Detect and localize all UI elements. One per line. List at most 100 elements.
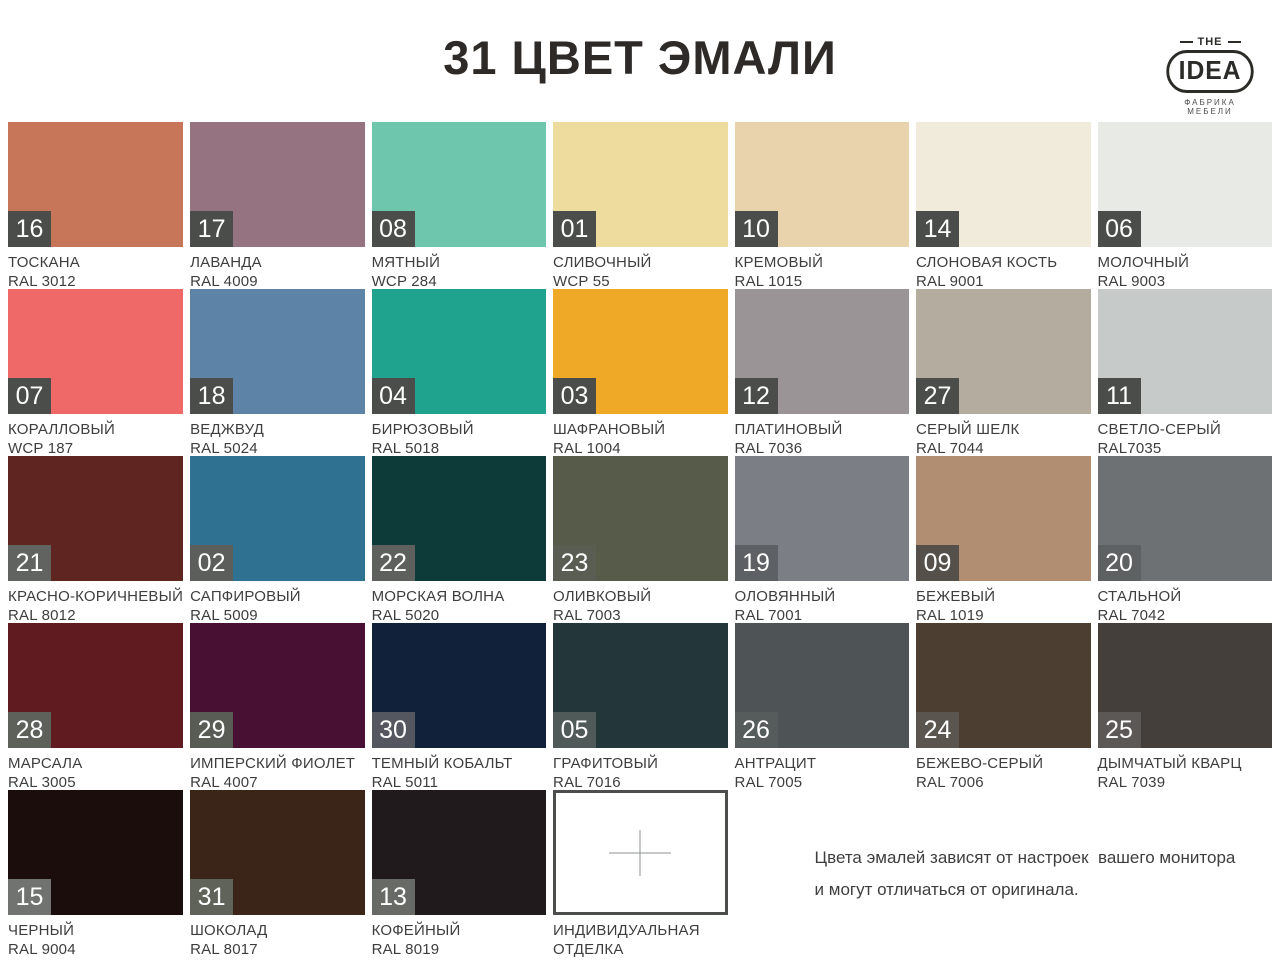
color-number: 02	[197, 548, 226, 577]
color-name: ШОКОЛАД	[190, 922, 268, 939]
logo-dash-right	[1227, 41, 1241, 43]
color-name: СВЕТЛО-СЕРЫЙ	[1097, 421, 1221, 438]
color-code: RAL 5018	[371, 440, 440, 457]
color-number-badge: 08	[371, 211, 415, 247]
color-number-badge: 12	[734, 378, 778, 414]
color-swatch: 19	[734, 456, 910, 581]
color-label: ТЕМНЫЙ КОБАЛЬТ RAL 5011	[372, 754, 546, 792]
color-cell: 22 МОРСКАЯ ВОЛНА RAL 5020	[371, 456, 547, 625]
color-code: RAL 7039	[1097, 774, 1166, 791]
color-code: WCP 284	[371, 273, 437, 290]
color-cell: 26 АНТРАЦИТ RAL 7005	[734, 623, 910, 791]
color-code: RAL 5024	[190, 440, 258, 457]
color-cell: 27 СЕРЫЙ ШЕЛК RAL 7044	[916, 289, 1091, 458]
color-number: 25	[1105, 715, 1133, 744]
color-code: WCP 187	[8, 440, 74, 457]
color-cell: 05 ГРАФИТОВЫЙ RAL 7016	[553, 623, 728, 791]
color-swatch: 09	[916, 456, 1091, 581]
logo-dash-left	[1179, 41, 1193, 43]
color-number: 23	[560, 548, 589, 577]
color-number-badge: 23	[553, 545, 597, 581]
color-cell: 06 МОЛОЧНЫЙ RAL 9003	[1097, 122, 1272, 290]
color-name: БЕЖЕВЫЙ	[916, 588, 996, 605]
color-code: RAL 1004	[553, 440, 621, 457]
color-label: КОФЕЙНЫЙ RAL 8019	[372, 921, 546, 959]
color-number-badge: 05	[553, 712, 597, 748]
color-number: 22	[379, 548, 407, 577]
color-code: RAL 5009	[190, 607, 258, 624]
color-number-badge: 21	[8, 545, 51, 581]
plus-icon	[639, 829, 641, 876]
color-number: 01	[560, 214, 589, 243]
color-swatch: 24	[916, 623, 1091, 748]
color-cell: 16 ТОСКАНА RAL 3012	[8, 122, 184, 291]
brand-logo: THE IDEA ФАБРИКА МЕБЕЛИ	[1160, 36, 1260, 116]
color-number: 03	[560, 381, 589, 410]
color-label: МЯТНЫЙ WCP 284	[372, 253, 546, 291]
color-name: КОФЕЙНЫЙ	[371, 922, 461, 939]
swatch-grid: 16 ТОСКАНА RAL 3012 17 ЛАВАНДА RAL 4009 …	[8, 122, 1272, 959]
color-number-badge: 26	[734, 712, 778, 748]
color-cell: 19 ОЛОВЯННЫЙ RAL 7001	[734, 456, 910, 624]
color-label: СЕРЫЙ ШЕЛК RAL 7044	[916, 420, 1090, 458]
color-number: 28	[15, 715, 44, 744]
color-label: САПФИРОВЫЙ RAL 5009	[190, 587, 364, 625]
color-number-badge: 16	[8, 211, 51, 247]
color-number-badge: 10	[734, 211, 778, 247]
color-label: СЛИВОЧНЫЙ WCP 55	[553, 253, 727, 291]
color-swatch: 27	[916, 289, 1091, 414]
color-name: ТЕМНЫЙ КОБАЛЬТ	[371, 755, 513, 772]
color-number-badge: 14	[916, 211, 960, 247]
color-label: ШОКОЛАД RAL 8017	[190, 921, 364, 959]
color-label: КРАСНО-КОРИЧНЕВЫЙ RAL 8012	[8, 587, 183, 625]
color-cell: 07 КОРАЛЛОВЫЙ WCP 187	[8, 289, 184, 457]
color-name: МОЛОЧНЫЙ	[1097, 254, 1190, 271]
color-label: БЕЖЕВО-СЕРЫЙ RAL 7006	[916, 754, 1090, 792]
color-number: 05	[560, 715, 589, 744]
color-number-badge: 18	[190, 378, 234, 414]
color-code: RAL 3012	[8, 273, 76, 290]
color-number: 14	[923, 214, 952, 243]
color-cell: 30 ТЕМНЫЙ КОБАЛЬТ RAL 5011	[371, 623, 547, 792]
color-swatch: 22	[371, 456, 547, 581]
color-number: 12	[742, 381, 770, 410]
color-number-badge: 01	[553, 211, 597, 247]
color-number: 18	[197, 381, 226, 410]
color-number-badge: 27	[916, 378, 960, 414]
color-number: 24	[923, 715, 952, 744]
color-name: СЕРЫЙ ШЕЛК	[916, 421, 1020, 438]
monitor-disclaimer: Цвета эмалей зависят от настроек вашего …	[735, 790, 1272, 957]
color-number-badge: 15	[8, 879, 51, 915]
color-label: ИМПЕРСКИЙ ФИОЛЕТ RAL 4007	[190, 754, 364, 792]
color-code: RAL 7005	[734, 774, 803, 791]
color-number: 15	[15, 882, 44, 911]
color-number: 07	[15, 381, 44, 410]
color-name: МОРСКАЯ ВОЛНА	[371, 588, 505, 605]
color-cell: 11 СВЕТЛО-СЕРЫЙ RAL7035	[1097, 289, 1272, 457]
color-swatch: 10	[734, 122, 910, 247]
color-swatch: 05	[553, 623, 728, 748]
color-number-badge: 11	[1097, 378, 1141, 414]
color-label: ТОСКАНА RAL 3012	[8, 253, 183, 291]
color-number: 21	[15, 548, 44, 577]
color-number-badge: 13	[371, 879, 415, 915]
color-number: 31	[197, 882, 226, 911]
color-code: RAL 7006	[916, 774, 984, 791]
color-number-badge: 04	[371, 378, 415, 414]
color-code: RAL 7001	[734, 607, 803, 624]
color-number-badge: 19	[734, 545, 778, 581]
color-code: RAL 4007	[190, 774, 258, 791]
color-number-badge: 24	[916, 712, 960, 748]
color-code: RAL 1015	[734, 273, 803, 290]
color-number-badge: 03	[553, 378, 597, 414]
color-name: БИРЮЗОВЫЙ	[371, 421, 474, 438]
color-label: МАРСАЛА RAL 3005	[8, 754, 183, 792]
color-code: RAL 5020	[371, 607, 440, 624]
color-number-badge: 02	[190, 545, 234, 581]
color-label: ЧЕРНЫЙ RAL 9004	[8, 921, 183, 959]
disclaimer-line-2: и могут отличаться от оригинала.	[814, 879, 1079, 899]
color-number-badge: 31	[190, 879, 234, 915]
color-cell: 08 МЯТНЫЙ WCP 284	[371, 122, 547, 291]
color-label: МОРСКАЯ ВОЛНА RAL 5020	[372, 587, 546, 625]
